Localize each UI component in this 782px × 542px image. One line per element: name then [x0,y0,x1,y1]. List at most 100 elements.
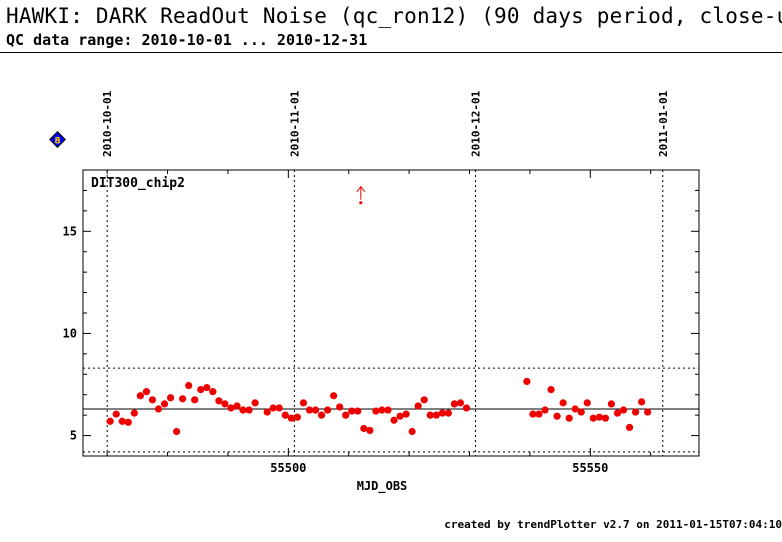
panel-label: DIT300_chip2 [91,176,185,191]
data-point [330,392,338,400]
data-point [311,406,320,414]
data-point [124,418,132,426]
outlier-point [359,201,363,205]
data-point [154,405,163,413]
data-point [607,400,616,408]
data-point [239,406,247,414]
data-point [336,403,344,411]
data-point [384,406,392,414]
data-point [136,392,144,400]
data-point [215,397,223,405]
data-point [396,412,404,420]
data-point [462,404,471,412]
chip-badge-icon: 8 [49,131,66,148]
data-point [323,406,332,414]
data-point [112,410,120,418]
data-point [619,406,628,414]
x-tick-label: 55500 [270,461,306,475]
data-point [287,414,295,422]
data-point [354,407,362,415]
y-tick-label: 5 [70,429,77,443]
data-point [245,406,253,414]
data-point [317,411,326,419]
date-marker-label: 2010-12-01 [470,90,483,157]
date-marker-label: 2010-11-01 [288,90,301,157]
x-tick-label: 55550 [572,461,608,475]
data-point [444,409,452,417]
data-point [408,427,416,436]
data-point [432,411,440,419]
data-point [293,413,301,421]
data-point [106,417,114,425]
data-point [348,407,356,415]
data-point [390,416,398,424]
data-point [227,404,235,412]
data-point [179,395,187,403]
data-point [438,409,446,417]
data-point [197,386,205,394]
data-point [565,414,573,422]
data-point [595,413,603,421]
data-point [553,412,561,420]
data-point [366,426,374,435]
x-axis-label: MJD_OBS [357,479,408,494]
data-point [360,424,368,433]
data-point [203,383,211,392]
data-point [450,400,459,408]
data-point [426,411,434,419]
data-point [166,394,175,402]
data-point [414,402,422,410]
data-point [185,381,193,390]
data-point [191,396,199,404]
data-point [601,414,609,422]
data-point [378,406,386,414]
data-point [305,406,314,414]
plot-frame [82,169,700,457]
data-point [130,409,138,417]
data-point [577,408,585,416]
data-point [299,399,308,407]
data-point [589,414,597,422]
data-point [118,417,126,425]
data-point [342,411,350,419]
date-marker-label: 2011-01-01 [657,90,670,157]
data-point [269,404,277,412]
data-point [571,405,579,413]
data-point [263,408,271,416]
data-point [638,398,646,406]
data-point [221,400,229,408]
data-point [142,388,151,396]
data-point [372,407,380,415]
badge-diamond [49,131,66,148]
data-point [535,410,543,418]
data-point [148,396,157,404]
y-tick-label: 15 [63,224,77,238]
data-point [529,410,537,418]
title-divider [0,52,782,53]
data-point [547,386,555,394]
data-point [275,404,283,412]
data-point [209,388,217,396]
data-point [233,402,241,410]
data-point [160,400,169,408]
badge-label: 8 [54,137,60,147]
y-tick-label: 10 [63,326,77,340]
data-point [281,411,289,419]
data-point [420,396,428,404]
data-point [644,408,652,416]
data-point [625,423,634,431]
data-point [402,410,410,418]
data-point [583,399,591,407]
outlier-arrow-head [356,185,366,192]
data-point [559,399,567,407]
data-point [523,377,531,386]
data-point [541,406,549,414]
footer-credit: created by trendPlotter v2.7 on 2011-01-… [444,518,782,531]
data-point [251,399,259,407]
data-point [631,408,640,416]
chart-title: HAWKI: DARK ReadOut Noise (qc_ron12) (90… [6,4,782,28]
data-point [613,409,622,417]
date-marker-label: 2010-10-01 [101,90,114,157]
data-range-subtitle: QC data range: 2010-10-01 ... 2010-12-31 [6,31,368,49]
